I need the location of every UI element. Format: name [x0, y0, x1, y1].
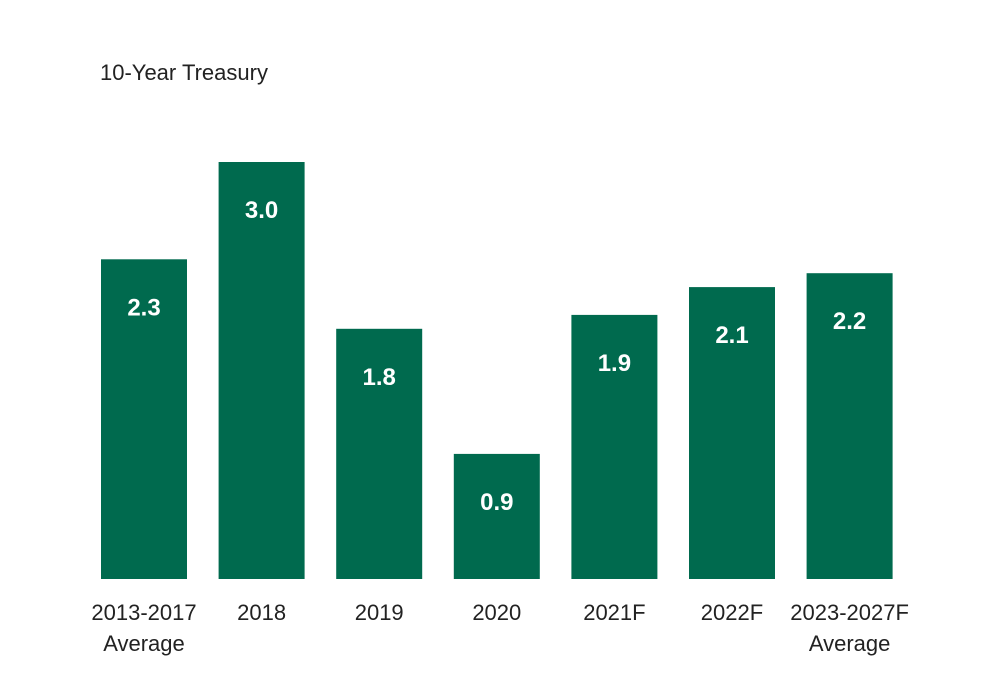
bar-1	[218, 162, 305, 579]
x-tick-label-2: 2019	[355, 600, 404, 625]
x-tick-label-6-line-0: 2023-2027F	[790, 600, 909, 625]
x-tick-label-0-line-0: 2013-2017	[91, 600, 196, 625]
x-tick-label-1: 2018	[237, 600, 286, 625]
chart-title: 10-Year Treasury	[100, 60, 268, 85]
x-tick-label-6-line-1: Average	[809, 631, 891, 656]
bar-4	[571, 314, 658, 579]
bar-6	[806, 273, 893, 579]
bar-value-label-0: 2.3	[127, 294, 160, 321]
x-tick-label-4: 2021F	[583, 600, 645, 625]
bar-value-label-1: 3.0	[245, 197, 278, 224]
bar-value-label-4: 1.9	[598, 350, 631, 377]
value-labels-group: 2.3 3.0 1.8 0.9 1.9 2.1 2.2	[127, 197, 866, 516]
bar-value-label-6: 2.2	[833, 308, 866, 335]
x-tick-label-0-line-1: Average	[103, 631, 185, 656]
x-tick-label-5: 2022F	[701, 600, 763, 625]
x-tick-label-3: 2020	[472, 600, 521, 625]
bar-5	[689, 287, 775, 579]
bars-group	[101, 162, 893, 579]
bar-value-label-5: 2.1	[715, 322, 748, 349]
bar-value-label-3: 0.9	[480, 489, 513, 516]
bar-value-label-2: 1.8	[363, 364, 396, 391]
bar-2	[336, 328, 423, 579]
bar-0	[101, 259, 187, 579]
x-tick-labels-group: 2013-2017 Average 2018 2019 2020 2021F 2022F 20…	[91, 600, 909, 656]
bar-3	[453, 453, 540, 579]
